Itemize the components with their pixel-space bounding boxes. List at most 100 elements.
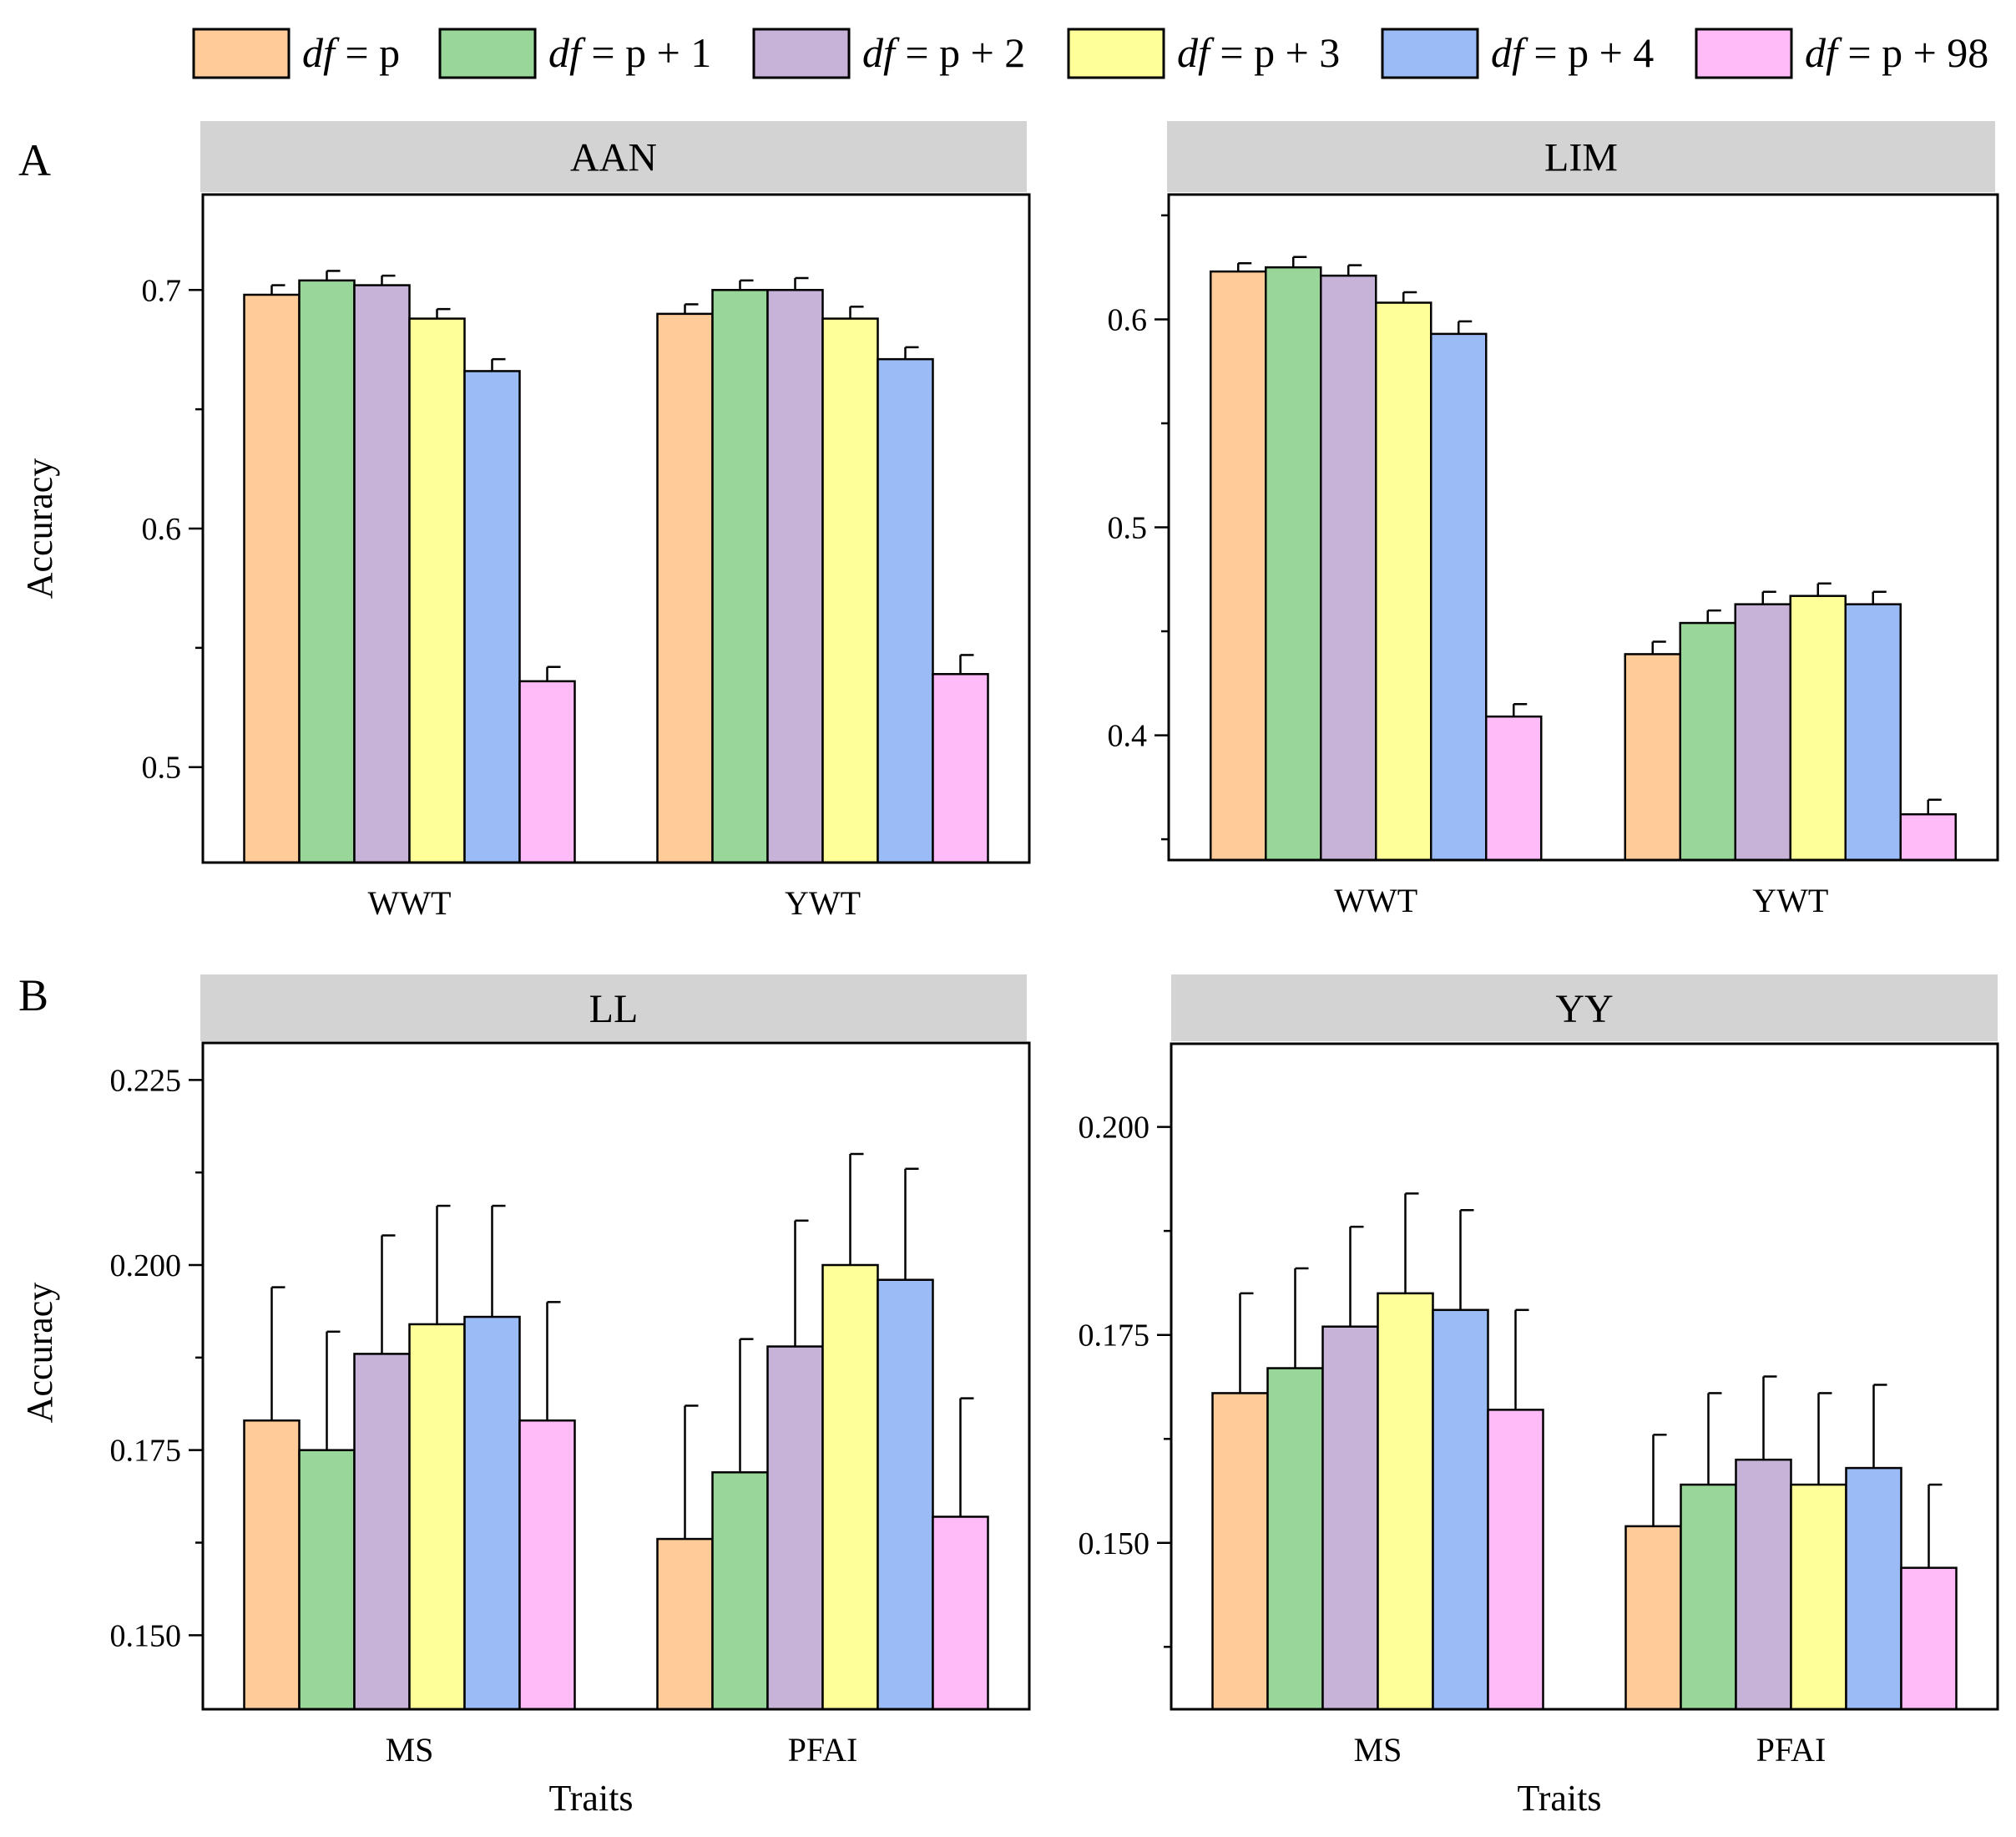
- bar-pfai-df-p-4: [1845, 1466, 1902, 1711]
- bar-pfai-df-p-1: [1680, 1483, 1737, 1711]
- legend-item-5: df = p + 4: [1381, 28, 1654, 79]
- x-axis-title: Traits: [548, 1778, 633, 1819]
- bar-wwt-df-p-1: [1265, 266, 1322, 862]
- panel-aan: AAN 0.5 0.6 0.7 WWT YWT Accuracy: [19, 121, 1031, 922]
- panel-yy: YY 0.150 0.175 0.200 MS PFAI Traits: [1079, 974, 1999, 1819]
- panel-strip: [1171, 974, 1998, 1041]
- bar-ms-df-p-4: [463, 1315, 521, 1711]
- bar-ywt-df-p-2: [766, 289, 824, 864]
- y-tick-label: 0.150: [1079, 1526, 1150, 1561]
- bar-wwt-df-p-98: [1485, 715, 1543, 862]
- legend-swatch: [752, 28, 851, 79]
- legend-swatch: [1067, 28, 1165, 79]
- bar-ms-df-p-1: [298, 1449, 356, 1711]
- y-tick-label: 0.6: [1108, 302, 1148, 337]
- legend-label-italic: df: [1177, 29, 1215, 76]
- panel-title: LL: [589, 987, 639, 1031]
- panel-title: YY: [1555, 987, 1613, 1031]
- legend-label-italic: df: [862, 29, 900, 76]
- legend-label-italic: df: [1805, 29, 1842, 76]
- bar-ywt-df-p-98: [1899, 812, 1957, 862]
- legend-label-italic: df: [548, 29, 586, 76]
- bar-pfai-df-p-3: [1790, 1483, 1847, 1711]
- x-category-label: YWT: [1752, 882, 1828, 919]
- bar-pfai-df-p-2: [1735, 1458, 1792, 1711]
- y-tick-label: 0.6: [142, 512, 182, 547]
- y-tick-label: 0.225: [110, 1063, 182, 1098]
- bar-ms-df-p-3: [1377, 1292, 1434, 1711]
- bar-wwt-df-p: [243, 293, 301, 864]
- panel-lim: LIM 0.4 0.5 0.6 WWT YWT: [1108, 121, 1999, 919]
- bar-ms-df-p-2: [1321, 1325, 1379, 1711]
- bar-ywt-df-p-3: [1789, 595, 1847, 862]
- x-category-label: WWT: [1334, 882, 1417, 919]
- legend-swatch: [1695, 28, 1793, 79]
- panel-title: LIM: [1544, 136, 1618, 180]
- bar-ywt-df-p: [656, 312, 714, 864]
- legend-item-4: df = p + 3: [1067, 28, 1340, 79]
- legend-label: df = p + 2: [862, 29, 1025, 76]
- legend-swatch: [1381, 28, 1479, 79]
- y-tick-label: 0.200: [110, 1248, 182, 1283]
- y-axis-title: Accuracy: [19, 1283, 60, 1424]
- bar-pfai-df-p-1: [711, 1471, 769, 1711]
- legend-label-rest: = p + 4: [1523, 29, 1654, 76]
- bar-wwt-df-p-4: [1430, 332, 1488, 862]
- section-label-b: B: [18, 970, 48, 1020]
- legend-label-italic: df: [302, 29, 340, 76]
- bar-pfai-df-p-2: [766, 1345, 824, 1711]
- bar-wwt-df-p-2: [353, 284, 411, 864]
- y-tick-label: 0.7: [142, 273, 182, 308]
- bar-wwt-df-p-98: [518, 680, 576, 864]
- bar-ywt-df-p-3: [821, 317, 879, 864]
- legend-label-rest: = p + 2: [895, 29, 1025, 76]
- legend-label: df = p: [302, 29, 400, 76]
- bar-ms-df-p-98: [1487, 1409, 1544, 1711]
- bar-pfai-df-p: [656, 1537, 714, 1711]
- bar-pfai-df-p-4: [877, 1278, 934, 1711]
- y-tick-label: 0.4: [1108, 719, 1148, 754]
- legend-label: df = p + 4: [1491, 29, 1654, 76]
- plot-frame: [201, 1041, 1031, 1711]
- y-axis-title: Accuracy: [19, 458, 60, 600]
- legend-label-italic: df: [1491, 29, 1528, 76]
- y-tick-label: 0.200: [1079, 1111, 1150, 1146]
- bar-wwt-df-p-3: [408, 317, 466, 864]
- bar-pfai-df-p-98: [1900, 1566, 1958, 1711]
- legend-item-1: df = p: [192, 28, 400, 79]
- x-axis-title: Traits: [1517, 1778, 1601, 1819]
- legend-label-rest: = p + 98: [1837, 29, 1988, 76]
- legend-swatch: [192, 28, 291, 79]
- legend-label: df = p + 98: [1805, 29, 1988, 76]
- panel-strip: [200, 121, 1027, 192]
- bar-ywt-df-p: [1624, 653, 1681, 862]
- x-category-label: MS: [386, 1731, 434, 1769]
- x-category-label: PFAI: [788, 1731, 858, 1769]
- panel-ll: LL 0.150 0.175 0.200 0.225 MS PFAI Accuracy Trai…: [19, 974, 1031, 1819]
- bar-ywt-df-p-98: [932, 673, 989, 864]
- plot-frame: [1170, 1042, 1999, 1711]
- bar-wwt-df-p-2: [1320, 274, 1377, 862]
- bar-pfai-df-p-3: [821, 1263, 879, 1711]
- bar-ywt-df-p-4: [1844, 603, 1902, 862]
- bar-ms-df-p: [243, 1419, 301, 1711]
- x-category-label: WWT: [368, 884, 452, 922]
- bar-ms-df-p-1: [1266, 1367, 1324, 1711]
- panel-title: AAN: [570, 136, 657, 180]
- bar-ms-df-p-98: [518, 1419, 576, 1711]
- bar-ms-df-p-4: [1432, 1308, 1489, 1711]
- bar-wwt-df-p-4: [463, 370, 521, 864]
- legend-label: df = p + 3: [1177, 29, 1340, 76]
- x-category-label: PFAI: [1756, 1731, 1827, 1769]
- y-tick-label: 0.5: [1108, 511, 1148, 546]
- section-label-a: A: [18, 135, 51, 185]
- legend-swatch: [438, 28, 537, 79]
- bar-ywt-df-p-1: [1679, 621, 1736, 862]
- plot-frame: [201, 193, 1031, 864]
- bar-wwt-df-p-1: [298, 279, 356, 864]
- y-tick-label: 0.175: [110, 1434, 182, 1469]
- bar-ywt-df-p-1: [711, 289, 769, 864]
- bar-ywt-df-p-4: [877, 357, 934, 864]
- bar-pfai-df-p: [1624, 1525, 1682, 1711]
- bar-wwt-df-p-3: [1375, 301, 1432, 862]
